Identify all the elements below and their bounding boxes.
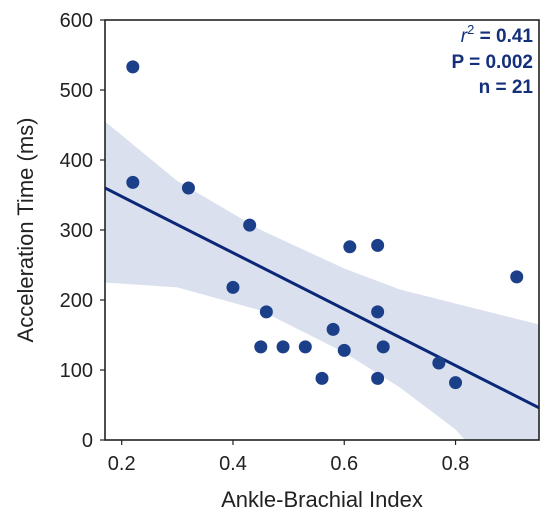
y-tick-label: 0 xyxy=(82,430,93,452)
data-point-15 xyxy=(371,305,385,319)
data-point-1 xyxy=(126,60,140,74)
data-point-9 xyxy=(298,340,312,354)
x-tick-label: 0.4 xyxy=(219,453,247,475)
r-squared-value: = 0.41 xyxy=(474,26,533,47)
data-point-5 xyxy=(226,280,240,294)
y-axis-title: Acceleration Time (ms) xyxy=(13,118,38,343)
r-squared-exponent: 2 xyxy=(467,22,474,37)
data-point-18 xyxy=(432,356,446,370)
x-axis-title: Ankle-Brachial Index xyxy=(221,487,423,512)
data-point-10 xyxy=(315,371,329,385)
n-annotation: n = 21 xyxy=(479,77,534,98)
data-point-16 xyxy=(376,340,390,354)
data-point-11 xyxy=(326,322,340,336)
y-tick-label: 400 xyxy=(60,150,93,172)
x-tick-label: 0.2 xyxy=(108,453,136,475)
data-point-7 xyxy=(254,340,268,354)
confidence-band xyxy=(105,121,539,440)
r-squared-symbol: r xyxy=(461,26,468,47)
data-point-13 xyxy=(343,240,357,254)
data-point-8 xyxy=(276,340,290,354)
x-tick-label: 0.8 xyxy=(442,453,470,475)
data-point-3 xyxy=(181,181,195,195)
regression-line xyxy=(105,186,539,410)
data-point-19 xyxy=(449,376,463,390)
y-tick-label: 200 xyxy=(60,290,93,312)
y-tick-label: 500 xyxy=(60,80,93,102)
data-point-2 xyxy=(126,175,140,189)
data-point-12 xyxy=(337,343,351,357)
data-point-14 xyxy=(371,238,385,252)
y-tick-label: 100 xyxy=(60,360,93,382)
data-point-4 xyxy=(243,218,257,232)
data-point-20 xyxy=(510,270,524,284)
y-tick-label: 600 xyxy=(60,10,93,32)
data-point-17 xyxy=(371,371,385,385)
data-point-6 xyxy=(259,305,273,319)
p-value-annotation: P = 0.002 xyxy=(451,52,533,73)
x-tick-label: 0.6 xyxy=(330,453,358,475)
y-tick-label: 300 xyxy=(60,220,93,242)
r-squared-annotation: r2 = 0.41 xyxy=(461,22,534,47)
